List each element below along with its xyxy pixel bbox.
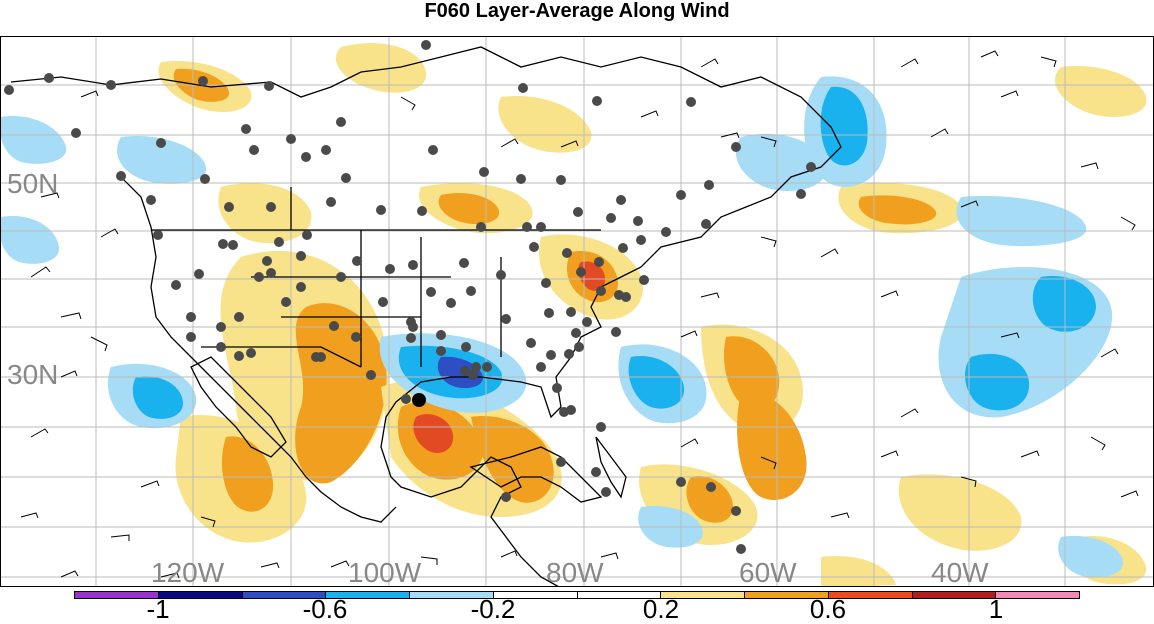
legend-swatch-10 (911, 592, 996, 598)
color-legend-bar (74, 591, 1080, 599)
station-dots (4, 40, 816, 554)
legend-swatch-4 (409, 592, 493, 598)
legend-tick-0.2: 0.2 (642, 594, 680, 624)
lat-label-50n: 50N (7, 168, 59, 199)
legend-tick-0.6: 0.6 (809, 594, 847, 624)
map-canvas (1, 37, 1153, 586)
map-panel: 50N 30N 120W 100W 80W 60W 40W (0, 36, 1154, 587)
lon-label-120w: 120W (151, 557, 225, 587)
positive-anomaly-shading (158, 43, 1147, 586)
lon-label-100w: 100W (348, 557, 422, 587)
legend-swatch-2 (241, 592, 326, 598)
lat-label-30n: 30N (7, 359, 59, 390)
lon-label-80w: 80W (546, 557, 604, 587)
legend-swatch-8 (744, 592, 828, 598)
wind-barbs (20, 50, 1139, 579)
lon-label-40w: 40W (931, 557, 989, 587)
legend-swatch-11 (995, 592, 1079, 598)
map-title: F060 Layer-Average Along Wind (424, 0, 730, 22)
legend-tick--1: -1 (146, 594, 170, 624)
legend-swatch-9 (827, 592, 912, 598)
legend-tick-1: 1 (988, 594, 1004, 624)
lon-label-60w: 60W (739, 557, 797, 587)
legend-swatch-5 (492, 592, 577, 598)
legend-swatch-7 (660, 592, 744, 598)
negative-anomaly-shading (1, 76, 1124, 578)
legend-swatch-0 (75, 592, 158, 598)
legend-swatch-1 (157, 592, 242, 598)
legend-tick--0.2: -0.2 (470, 594, 516, 624)
legend-swatch-6 (576, 592, 661, 598)
legend-swatch-3 (325, 592, 409, 598)
legend-tick--0.6: -0.6 (302, 594, 348, 624)
